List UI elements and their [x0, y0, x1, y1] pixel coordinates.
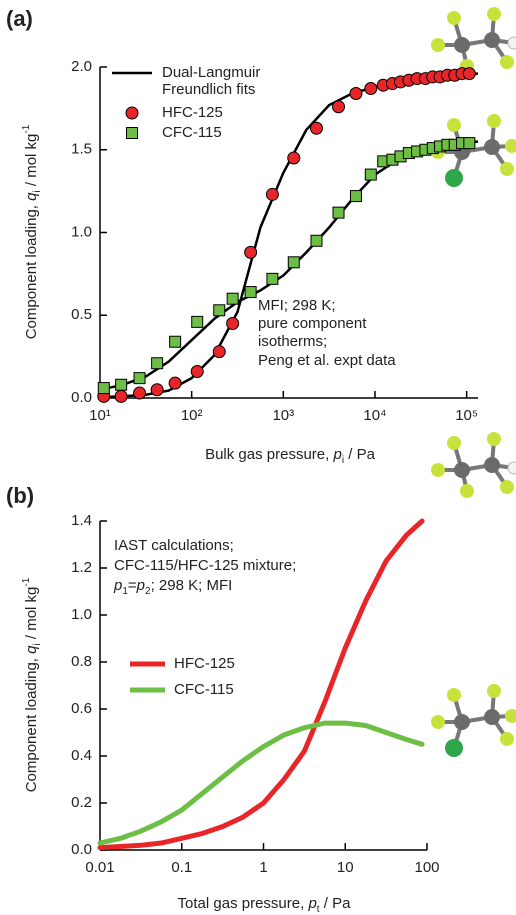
data-point	[152, 358, 163, 369]
data-point	[350, 191, 361, 202]
annotation: CFC-115/HFC-125 mixture;	[114, 557, 296, 574]
y-tick-label: 1.0	[71, 606, 92, 623]
data-point	[365, 83, 377, 95]
data-point	[115, 390, 127, 402]
data-point	[245, 287, 256, 298]
data-point	[267, 273, 278, 284]
x-axis-title-part: Bulk gas pressure,	[205, 446, 333, 463]
data-point	[310, 122, 322, 134]
data-point	[464, 138, 475, 149]
annotation: pure component	[258, 315, 367, 332]
y-axis-title-part: Component loading,	[23, 654, 40, 792]
y-axis-title: Component loading, qi / mol kg-1	[21, 577, 43, 792]
x-axis-title-part: p	[307, 895, 316, 912]
legend-label: CFC-115	[174, 681, 234, 698]
x-tick-label: 10²	[181, 407, 203, 424]
data-point	[191, 366, 203, 378]
annotation: p1=p2; 298 K; MFI	[113, 577, 232, 597]
data-point	[311, 235, 322, 246]
annotation-part: =	[128, 577, 137, 594]
data-point	[98, 383, 109, 394]
y-tick-label: 1.5	[71, 141, 92, 158]
data-point	[134, 373, 145, 384]
data-point	[333, 207, 344, 218]
legend-label: HFC-125	[174, 655, 235, 672]
legend-label: Dual-Langmuir	[162, 64, 260, 81]
panel-label: (b)	[6, 483, 34, 508]
x-axis-title: Total gas pressure, pt / Pa	[178, 895, 352, 915]
x-tick-label: 100	[414, 859, 439, 876]
data-point	[213, 346, 225, 358]
annotation-part: p	[113, 577, 122, 594]
molecule-hfc	[431, 432, 516, 498]
data-point	[192, 316, 203, 327]
molecule-cfc	[431, 684, 516, 757]
y-tick-label: 0.4	[71, 747, 92, 764]
legend-label: CFC-115	[162, 124, 222, 141]
x-tick-label: 0.01	[85, 859, 114, 876]
data-point	[134, 387, 146, 399]
legend-marker	[127, 128, 138, 139]
data-point	[288, 257, 299, 268]
annotation: Peng et al. expt data	[258, 352, 396, 369]
y-tick-label: 1.0	[71, 223, 92, 240]
annotation-part: p	[136, 577, 145, 594]
data-point	[116, 379, 127, 390]
x-tick-label: 1	[259, 859, 267, 876]
x-tick-label: 10⁵	[455, 407, 478, 424]
legend-marker	[126, 107, 138, 119]
annotation: isotherms;	[258, 333, 327, 350]
x-axis-title: Bulk gas pressure, pi / Pa	[205, 446, 375, 466]
data-point	[170, 336, 181, 347]
data-point	[266, 188, 278, 200]
data-point	[365, 169, 376, 180]
data-point	[463, 68, 475, 80]
data-point	[227, 318, 239, 330]
data-point	[350, 87, 362, 99]
data-point	[169, 377, 181, 389]
y-tick-label: 2.0	[71, 58, 92, 75]
x-tick-label: 10¹	[89, 407, 111, 424]
data-point	[245, 246, 257, 258]
y-axis-title-part: -1	[21, 577, 32, 586]
y-tick-label: 0.6	[71, 700, 92, 717]
annotation: IAST calculations;	[114, 537, 234, 554]
panel-label: (a)	[6, 6, 33, 31]
y-axis-title: Component loading, qi / mol kg-1	[21, 124, 43, 339]
legend-label: HFC-125	[162, 104, 223, 121]
y-tick-label: 1.4	[71, 512, 92, 529]
molecule-hfc	[431, 7, 516, 73]
y-axis-title-part: Component loading,	[23, 201, 40, 339]
y-tick-label: 0.0	[71, 389, 92, 406]
figure: (a) (b) Bulk gas pressure, pi / Pa Total…	[0, 0, 516, 915]
x-tick-label: 10³	[272, 407, 294, 424]
x-tick-label: 0.1	[171, 859, 192, 876]
data-point	[214, 305, 225, 316]
data-point	[288, 152, 300, 164]
x-axis-title-part: Total gas pressure,	[178, 895, 309, 912]
x-tick-label: 10⁴	[363, 407, 386, 424]
y-tick-label: 0.5	[71, 306, 92, 323]
y-tick-label: 0.8	[71, 653, 92, 670]
data-line	[100, 723, 422, 843]
x-axis-title-part: p	[332, 446, 341, 463]
y-axis-title-part: / mol kg	[23, 587, 40, 644]
x-axis-title-part: / Pa	[344, 446, 376, 463]
y-tick-label: 1.2	[71, 559, 92, 576]
legend-label: Freundlich fits	[162, 81, 255, 98]
x-axis-title-part: / Pa	[320, 895, 352, 912]
data-point	[227, 293, 238, 304]
y-tick-label: 0.2	[71, 794, 92, 811]
y-axis-title-part: / mol kg	[23, 134, 40, 191]
page: {"chart_data": [ {"type": "scatter", "pa…	[0, 0, 516, 915]
annotation: MFI; 298 K;	[258, 297, 336, 314]
data-point	[151, 384, 163, 396]
x-tick-label: 10	[337, 859, 354, 876]
y-tick-label: 0.0	[71, 841, 92, 858]
y-axis-title-part: -1	[21, 124, 32, 133]
annotation-part: ; 298 K; MFI	[151, 577, 233, 594]
data-point	[333, 101, 345, 113]
